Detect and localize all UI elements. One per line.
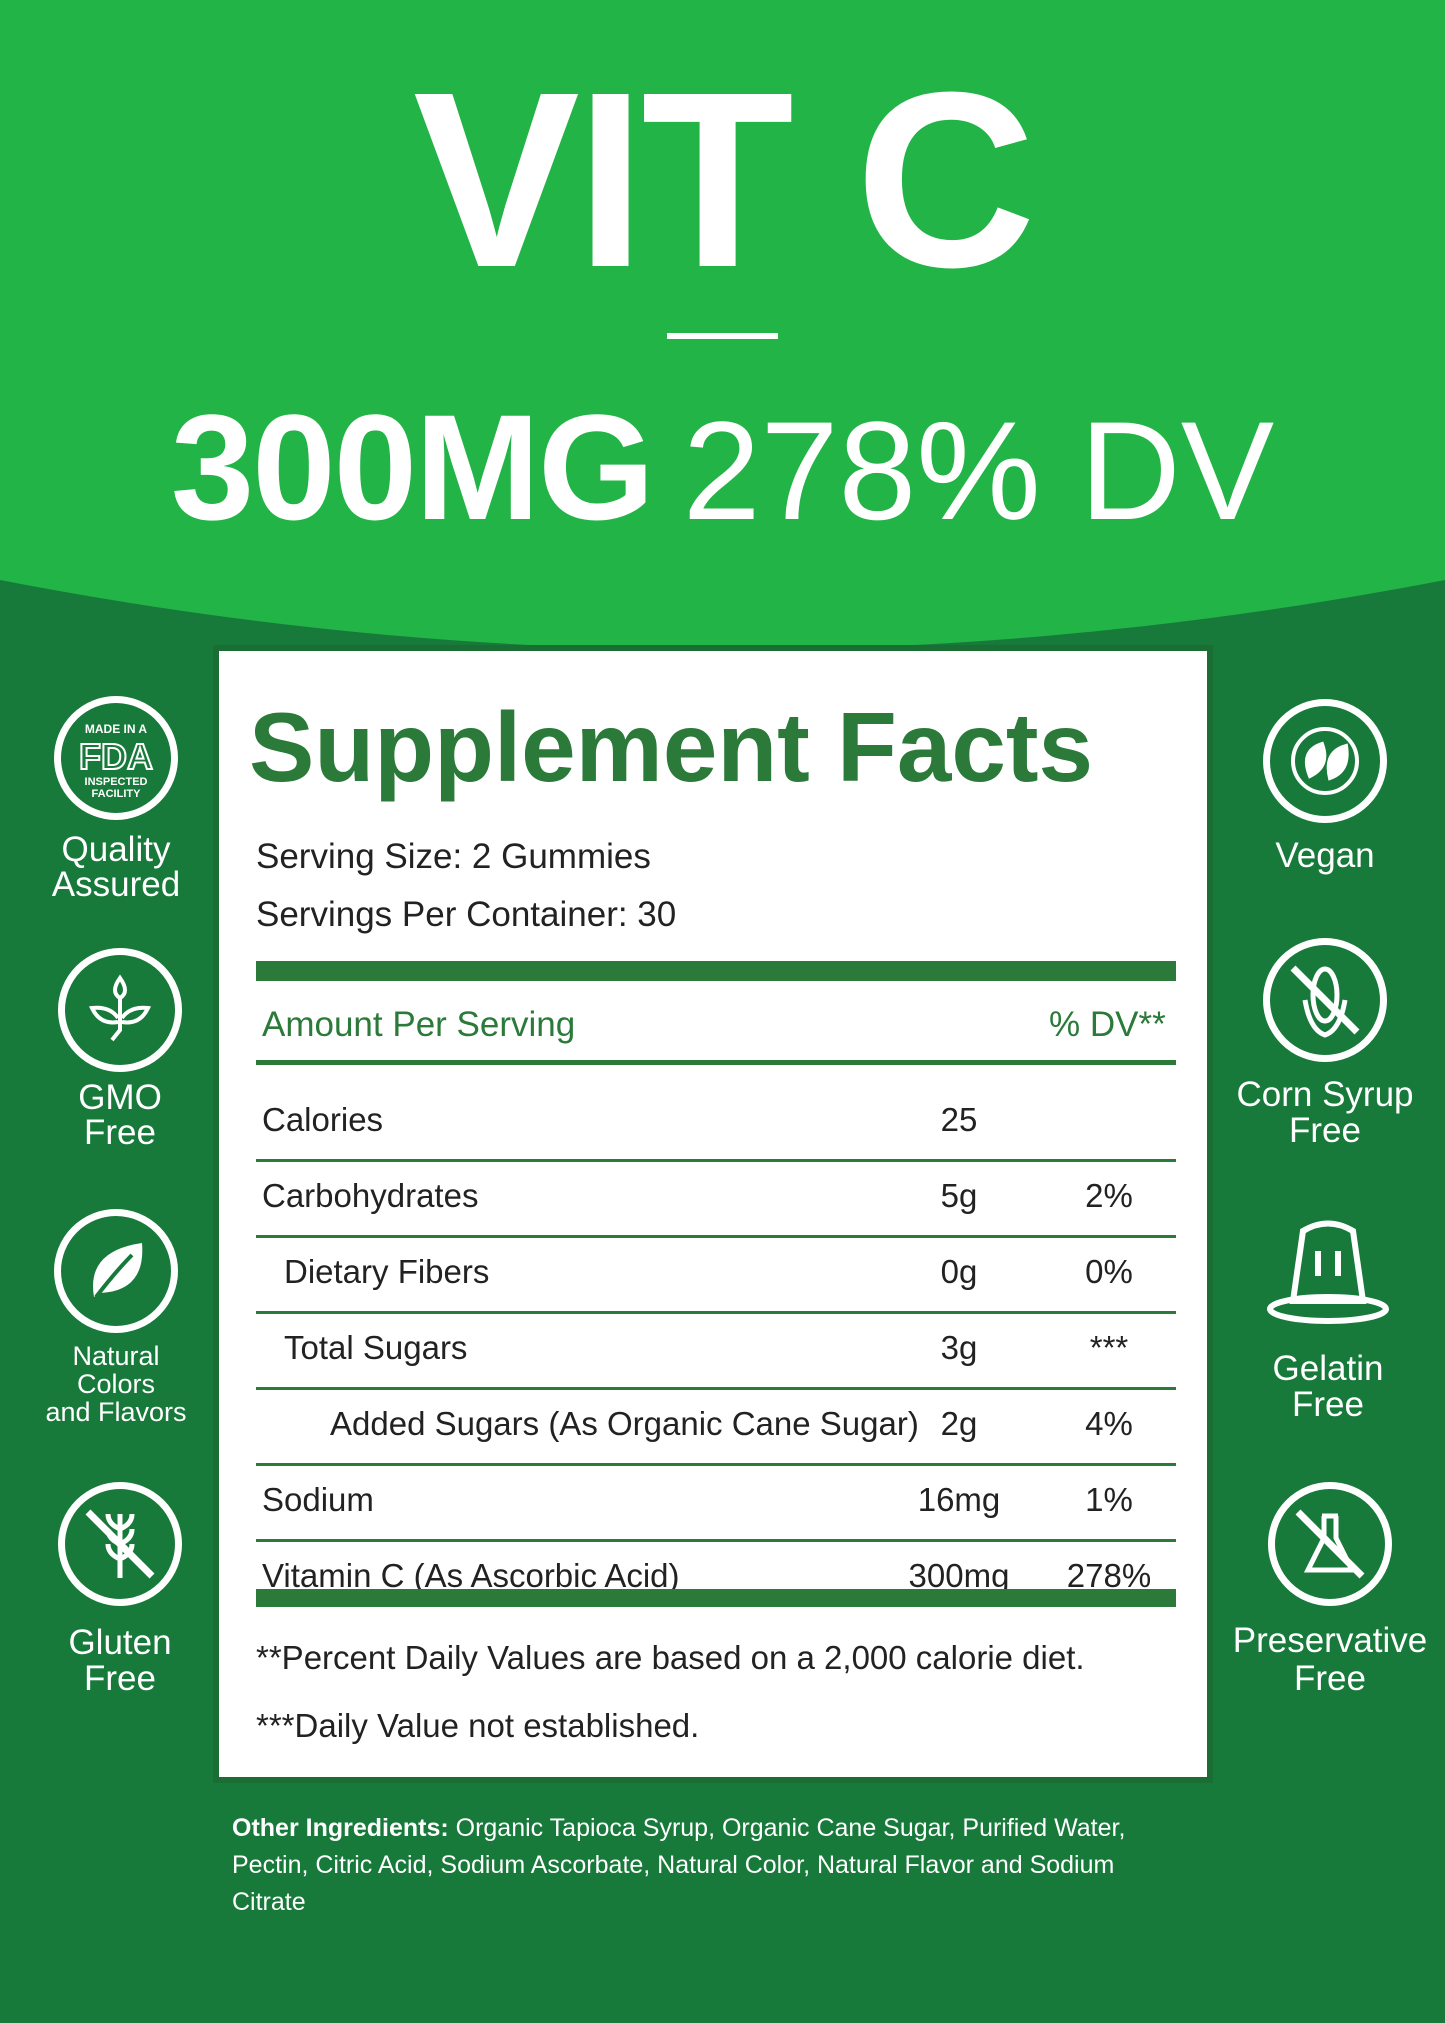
vegan-leaves-icon <box>1263 699 1387 823</box>
dv-header: % DV** <box>1049 1005 1166 1044</box>
nutrient-dv: 1% <box>1085 1481 1133 1518</box>
row-divider <box>256 1159 1176 1162</box>
badge-label-line: GMO <box>78 1078 162 1117</box>
serving-size: Serving Size: 2 Gummies <box>256 837 651 876</box>
top-banner-background <box>0 0 1445 650</box>
nutrient-dv: 278% <box>1066 1557 1152 1594</box>
nutrient-dv: *** <box>1089 1329 1129 1366</box>
amount-header: Amount Per Serving <box>262 1005 576 1044</box>
nutrient-name: Carbohydrates <box>262 1177 479 1214</box>
dose-amount: 300MG <box>170 383 655 551</box>
nutrient-amount: 300mg <box>908 1557 1010 1594</box>
nutrient-amount: 3g <box>940 1329 978 1366</box>
nutrient-amount: 0g <box>940 1253 978 1290</box>
fda-badge-icon: MADE IN A FDA INSPECTED FACILITY <box>54 696 178 820</box>
nutrient-name: Dietary Fibers <box>284 1253 490 1290</box>
nutrient-name: Total Sugars <box>284 1329 468 1366</box>
badge-label-line: Colors <box>76 1369 156 1399</box>
jelly-icon <box>1263 1211 1393 1331</box>
badge-label-line: Free <box>1294 1659 1366 1698</box>
nutrient-name: Vitamin C (As Ascorbic Acid) <box>262 1557 680 1594</box>
servings-per-container: Servings Per Container: 30 <box>256 895 677 934</box>
badge-label-line: Free <box>84 1113 156 1152</box>
badge-label-line: Natural <box>72 1341 160 1371</box>
panel-title: Supplement Facts <box>249 692 1094 802</box>
table-row: Added Sugars (As Organic Cane Sugar) 2g … <box>219 1385 1207 1461</box>
svg-text:MADE IN A: MADE IN A <box>85 722 148 736</box>
badge-label-line: Preservative <box>1232 1621 1428 1660</box>
badge-label-line: Vegan <box>1275 836 1375 875</box>
badge-label-line: Free <box>1289 1111 1361 1150</box>
table-row: Dietary Fibers 0g 0% <box>219 1233 1207 1309</box>
nutrient-dv: 4% <box>1085 1405 1133 1442</box>
badge-label-line: Quality <box>61 830 171 869</box>
nutrient-dv: 0% <box>1085 1253 1133 1290</box>
no-corn-icon <box>1263 938 1387 1062</box>
row-divider <box>256 1463 1176 1466</box>
table-row: Carbohydrates 5g 2% <box>219 1157 1207 1233</box>
row-divider <box>256 1235 1176 1238</box>
table-row: Calories 25 <box>219 1081 1207 1157</box>
nutrient-amount: 5g <box>940 1177 978 1214</box>
nutrient-name: Calories <box>262 1101 384 1138</box>
badge-label-line: Free <box>84 1659 156 1698</box>
sprout-icon <box>58 948 182 1072</box>
product-title: VIT C <box>413 40 1036 319</box>
table-row: Total Sugars 3g *** <box>219 1309 1207 1385</box>
footnote-dv: **Percent Daily Values are based on a 2,… <box>256 1639 1085 1676</box>
nutrient-amount: 2g <box>940 1405 978 1442</box>
table-row: Sodium 16mg 1% <box>219 1461 1207 1537</box>
badge-label-line: Gluten <box>68 1623 172 1662</box>
nutrient-dv: 2% <box>1085 1177 1133 1214</box>
footnote-not-established: ***Daily Value not established. <box>256 1707 700 1744</box>
nutrient-amount: 16mg <box>917 1481 1001 1518</box>
badge-label-line: Corn Syrup <box>1236 1075 1414 1114</box>
dose-line: 300MG 278% DV <box>0 392 1445 542</box>
ingredients-label: Other Ingredients: <box>232 1814 449 1842</box>
badge-label-line: Assured <box>51 865 181 904</box>
daily-value: 278% DV <box>682 392 1275 549</box>
table-row: Vitamin C (As Ascorbic Acid) 300mg 278% <box>219 1537 1207 1613</box>
svg-text:FACILITY: FACILITY <box>92 788 142 800</box>
badge-label-line: Gelatin <box>1272 1349 1384 1388</box>
row-divider <box>256 1539 1176 1542</box>
svg-text:FDA: FDA <box>79 736 153 777</box>
nutrient-name: Added Sugars (As Organic Cane Sugar) <box>330 1405 919 1442</box>
badge-label-line: Free <box>1292 1385 1364 1424</box>
row-divider <box>256 1311 1176 1314</box>
other-ingredients: Other Ingredients: Organic Tapioca Syrup… <box>232 1810 1192 1921</box>
row-divider <box>256 1387 1176 1390</box>
header-divider <box>256 1060 1176 1065</box>
nutrient-amount: 25 <box>940 1101 978 1138</box>
supplement-facts-panel: Supplement Facts Serving Size: 2 Gummies… <box>213 645 1213 1783</box>
nutrient-name: Sodium <box>262 1481 374 1518</box>
svg-text:INSPECTED: INSPECTED <box>85 776 148 788</box>
thick-divider <box>256 961 1176 981</box>
leaf-icon <box>54 1209 178 1333</box>
no-flask-icon <box>1268 1482 1392 1606</box>
divider <box>667 333 778 339</box>
thick-divider <box>256 1589 1176 1607</box>
badge-label-line: and Flavors <box>45 1397 187 1427</box>
no-wheat-icon <box>58 1482 182 1606</box>
ingredients-text: Organic Tapioca Syrup, Organic Cane Suga… <box>232 1814 1126 1916</box>
